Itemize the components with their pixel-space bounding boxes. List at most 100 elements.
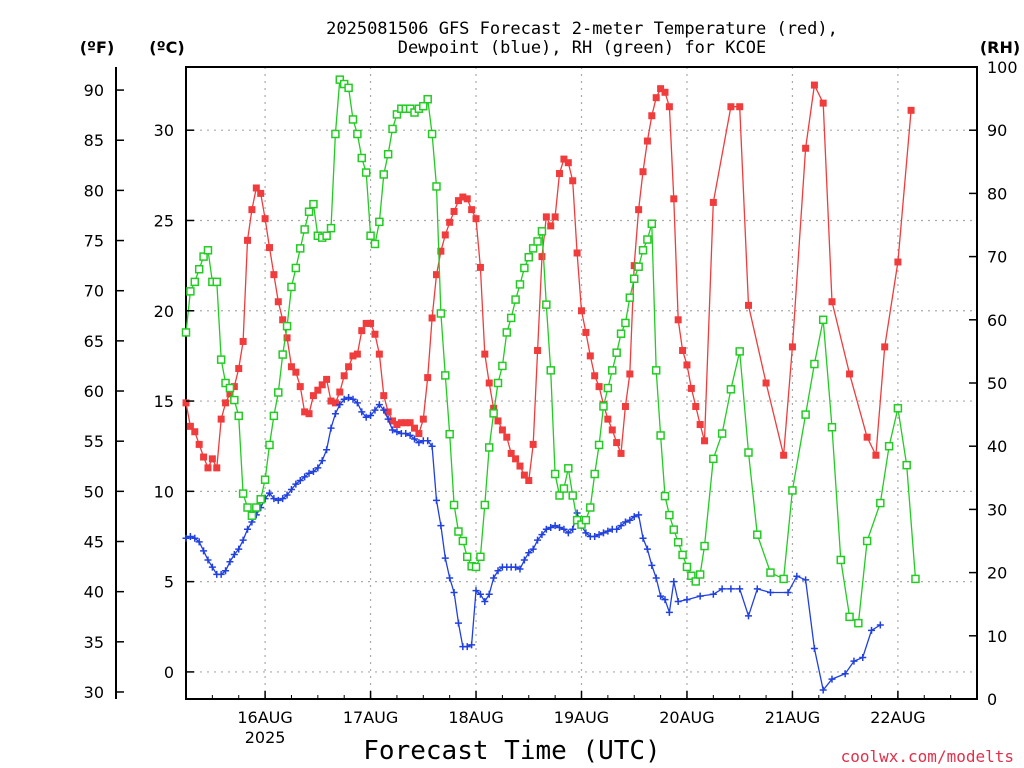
temperature-point [621, 402, 629, 410]
rh-tick-label: 100 [987, 58, 1018, 77]
dewpoint-point [235, 545, 243, 553]
rh-point [691, 577, 701, 586]
dewpoint-point [828, 675, 836, 683]
rh-point [665, 510, 674, 520]
dewpoint-point [239, 536, 247, 544]
fahrenheit-tick-label: 30 [84, 683, 104, 702]
dewpoint-point [393, 428, 401, 436]
rh-point [502, 328, 512, 337]
rh-tick-label: 70 [987, 248, 1007, 267]
temperature-point [538, 253, 546, 261]
rh-point [445, 429, 454, 439]
temperature-point [476, 263, 484, 271]
x-tick-label: 17AUG [343, 708, 398, 727]
x-tick-label: 19AUG [554, 708, 609, 727]
temperature-point [494, 417, 502, 425]
temperature-point [591, 372, 599, 380]
rh-point [660, 491, 670, 501]
rh-point [427, 129, 437, 139]
dewpoint-point [643, 545, 651, 553]
dewpoint-point [674, 597, 682, 605]
rh-point [274, 388, 283, 397]
dewpoint-point [305, 469, 313, 477]
rh-point [911, 574, 920, 584]
rh-point [344, 83, 353, 93]
rh-point [493, 378, 503, 388]
rh-point [441, 371, 450, 380]
temperature-point [534, 346, 542, 354]
temperature-point [692, 402, 700, 410]
temperature-point [270, 271, 278, 279]
rh-tick-label: 60 [987, 311, 1007, 330]
rh-point [818, 315, 828, 325]
temperature-point [788, 343, 796, 351]
dewpoint-point [485, 590, 493, 598]
rh-tick-label: 30 [987, 500, 1007, 519]
temperature-point [573, 249, 581, 257]
temperature-point [305, 410, 313, 418]
dewpoint-point [472, 587, 480, 595]
rh-point [498, 361, 507, 371]
celsius-tick-label: 20 [154, 302, 174, 321]
rh-point [199, 252, 208, 261]
rh-point [542, 300, 551, 309]
temperature-point [345, 363, 353, 371]
temperature-point [828, 298, 836, 306]
dewpoint-point [661, 596, 669, 604]
rh-point [212, 277, 222, 287]
celsius-tick-label: 10 [154, 482, 174, 501]
dewpoint-point [402, 430, 410, 438]
temperature-point [564, 159, 572, 167]
temperature-point [569, 177, 577, 185]
dewpoint-point [314, 464, 322, 472]
dewpoint-point [371, 406, 379, 414]
rh-point [651, 366, 661, 375]
dewpoint-point [406, 431, 414, 439]
rh-point [379, 170, 388, 179]
rh-point [647, 219, 657, 228]
rh-point [462, 552, 472, 562]
rh-point [788, 486, 797, 495]
temperature-point [762, 379, 770, 387]
celsius-tick-label: 15 [154, 392, 174, 411]
rh-point [348, 115, 358, 124]
rh-point [766, 568, 775, 577]
rh-point [687, 571, 696, 581]
rh-point [608, 366, 617, 375]
rh-point [753, 530, 762, 539]
rh-point [884, 441, 894, 451]
rh-point [230, 395, 239, 405]
temperature-point [665, 103, 673, 111]
temperature-point [670, 195, 678, 203]
dewpoint-point [494, 567, 502, 575]
temperature-point [701, 437, 709, 445]
celsius-tick-label: 0 [164, 663, 174, 682]
rh-point [546, 366, 555, 375]
temperature-point [485, 379, 493, 387]
rh-tick-label: 40 [987, 437, 1007, 456]
temperature-point [402, 419, 410, 427]
rh-point [432, 182, 441, 191]
rh-point [353, 129, 362, 139]
temperature-point [639, 168, 647, 176]
dewpoint-point [301, 473, 309, 481]
temperature-point [846, 370, 854, 378]
rh-point [247, 511, 257, 520]
rh-point [331, 129, 340, 139]
dewpoint-point [450, 588, 458, 596]
dewpoint-point [683, 596, 691, 604]
rh-point [717, 429, 727, 438]
temperature-point [463, 195, 471, 203]
temperature-point [279, 316, 287, 324]
rh-point [735, 347, 744, 356]
x-tick-label: 18AUG [448, 708, 503, 727]
rh-point [634, 262, 643, 271]
temperature-point [384, 408, 392, 416]
temperature-point [265, 244, 273, 252]
rh-tick-label: 20 [987, 564, 1007, 583]
rh-point [287, 282, 296, 292]
rh-point [335, 75, 345, 84]
dewpoint-point [424, 437, 432, 445]
rh-point [194, 264, 204, 274]
fahrenheit-tick-label: 35 [84, 633, 104, 652]
